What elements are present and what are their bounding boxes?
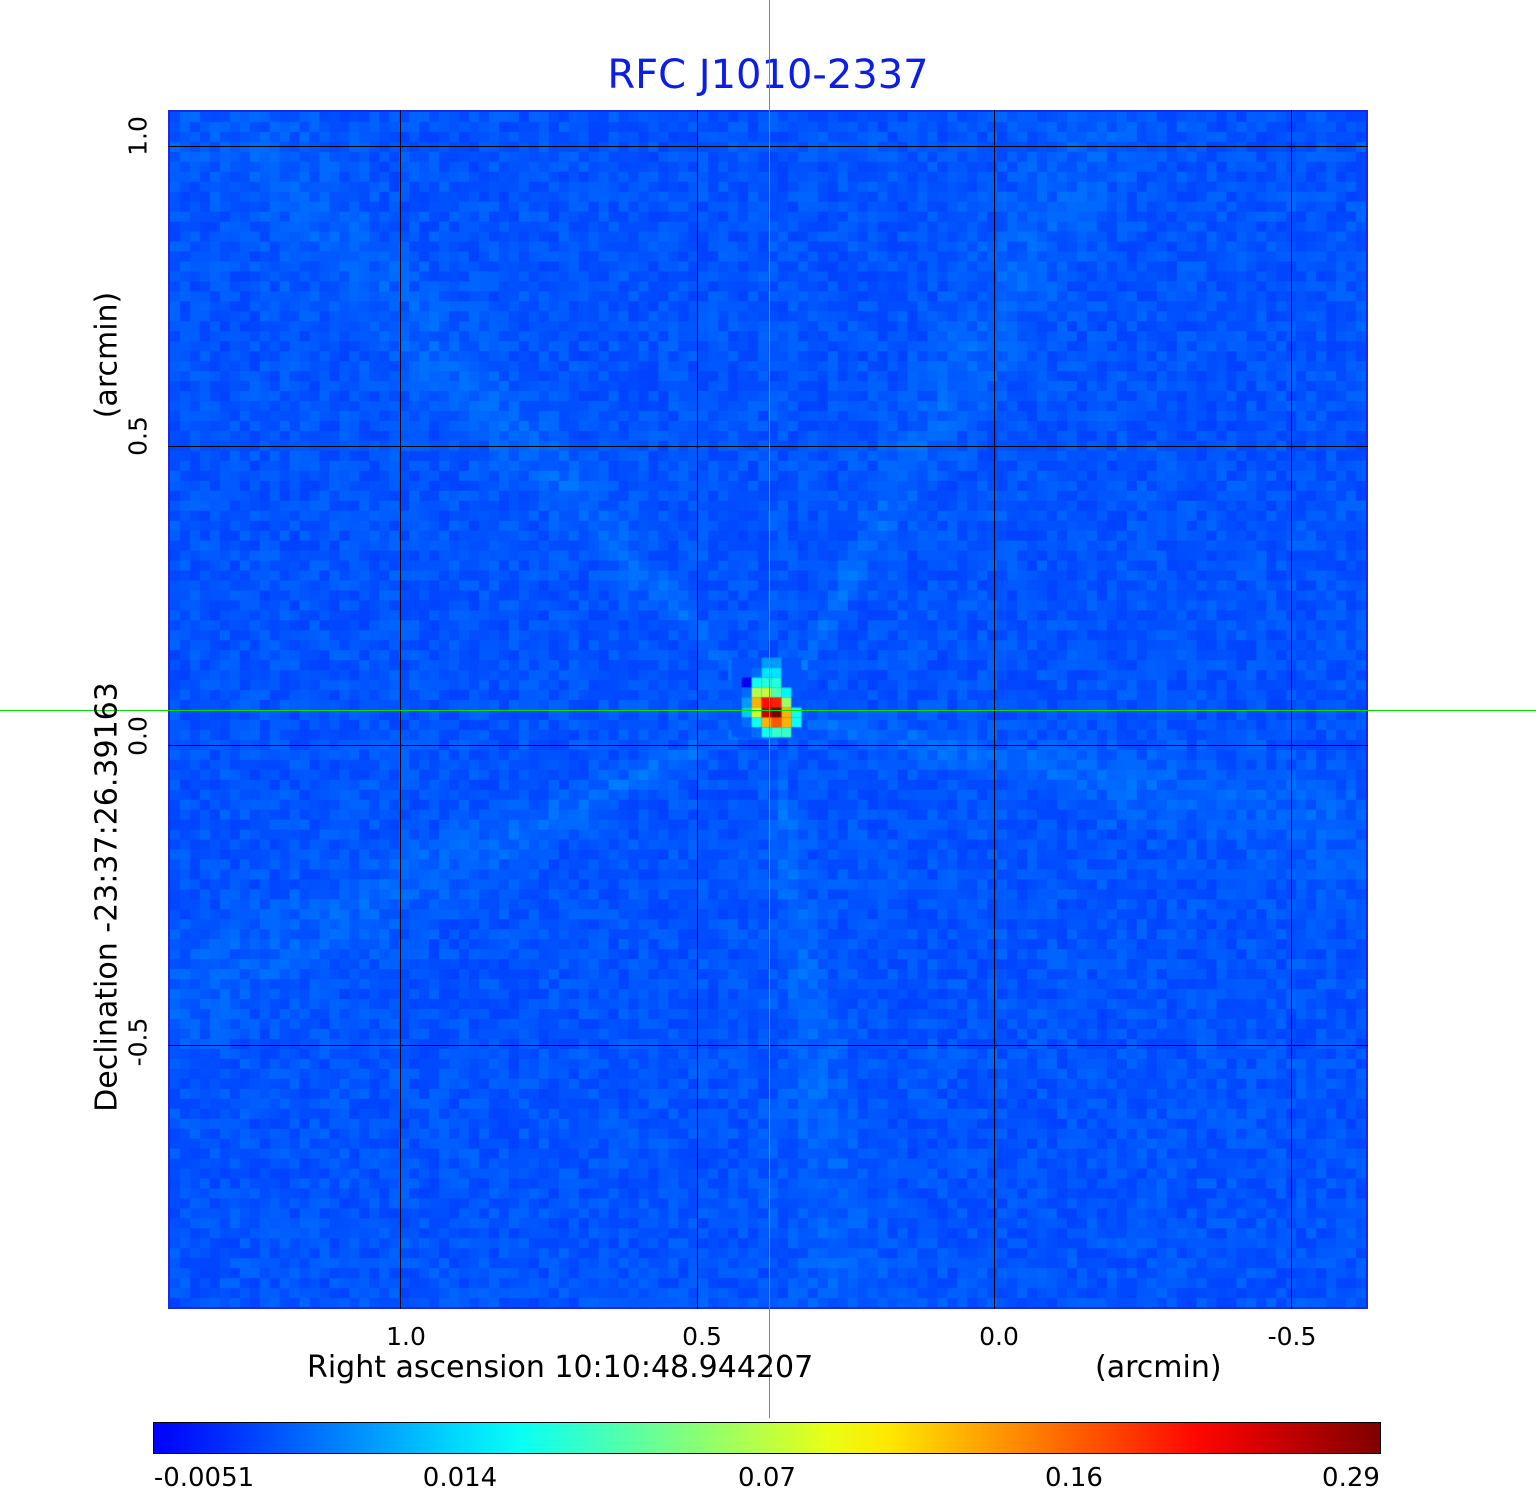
y-axis-label: Declination -23:37:26.39163 [89,682,125,1112]
y-tick-label: -0.5 [123,1017,153,1067]
y-tick-label: 0.5 [123,416,153,456]
heatmap-image [168,110,1368,1309]
x-tick-label: -0.5 [1267,1322,1317,1351]
chart-title: RFC J1010-2337 [607,52,929,98]
y-axis-unit: (arcmin) [89,291,125,419]
colorbar-tick-label: 0.07 [738,1463,796,1493]
colorbar-tick-label: 0.29 [1322,1463,1380,1493]
x-tick-label: 1.0 [386,1322,426,1351]
x-tick-label: 0.5 [682,1322,722,1351]
x-axis-unit: (arcmin) [1095,1350,1222,1385]
colorbar-tick-label: 0.014 [422,1463,498,1493]
x-axis-label: Right ascension 10:10:48.944207 [307,1350,814,1385]
colorbar [153,1422,1381,1454]
colorbar-tick-label: 0.16 [1045,1463,1103,1493]
y-tick-label: 0.0 [123,716,153,756]
colorbar-tick-label: -0.0051 [153,1463,255,1493]
y-tick-label: 1.0 [123,116,153,156]
x-tick-label: 0.0 [979,1322,1019,1351]
